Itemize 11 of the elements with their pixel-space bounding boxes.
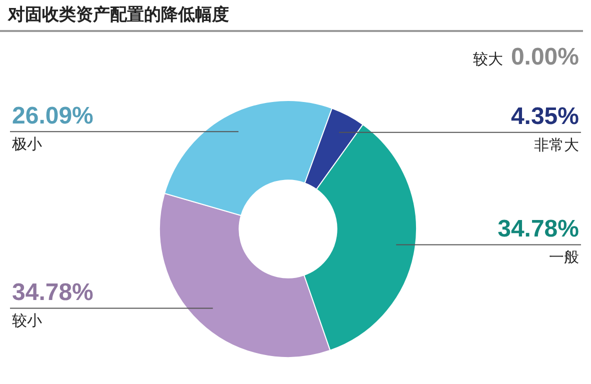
category-label: 较大	[472, 50, 503, 68]
chart-title: 对固收类资产配置的降低幅度	[0, 0, 583, 32]
data-label: 26.09%	[12, 102, 94, 130]
slice-label: 极小	[11, 135, 42, 154]
data-label: 34.78%	[498, 215, 579, 242]
data-label: 4.35%	[510, 103, 579, 130]
slice-label: 较小	[12, 312, 42, 330]
slice-label: 非常大	[534, 136, 579, 154]
slice-label: 一般	[549, 248, 579, 266]
data-label: 34.78%	[12, 278, 94, 306]
text: 0.00%	[510, 44, 579, 71]
